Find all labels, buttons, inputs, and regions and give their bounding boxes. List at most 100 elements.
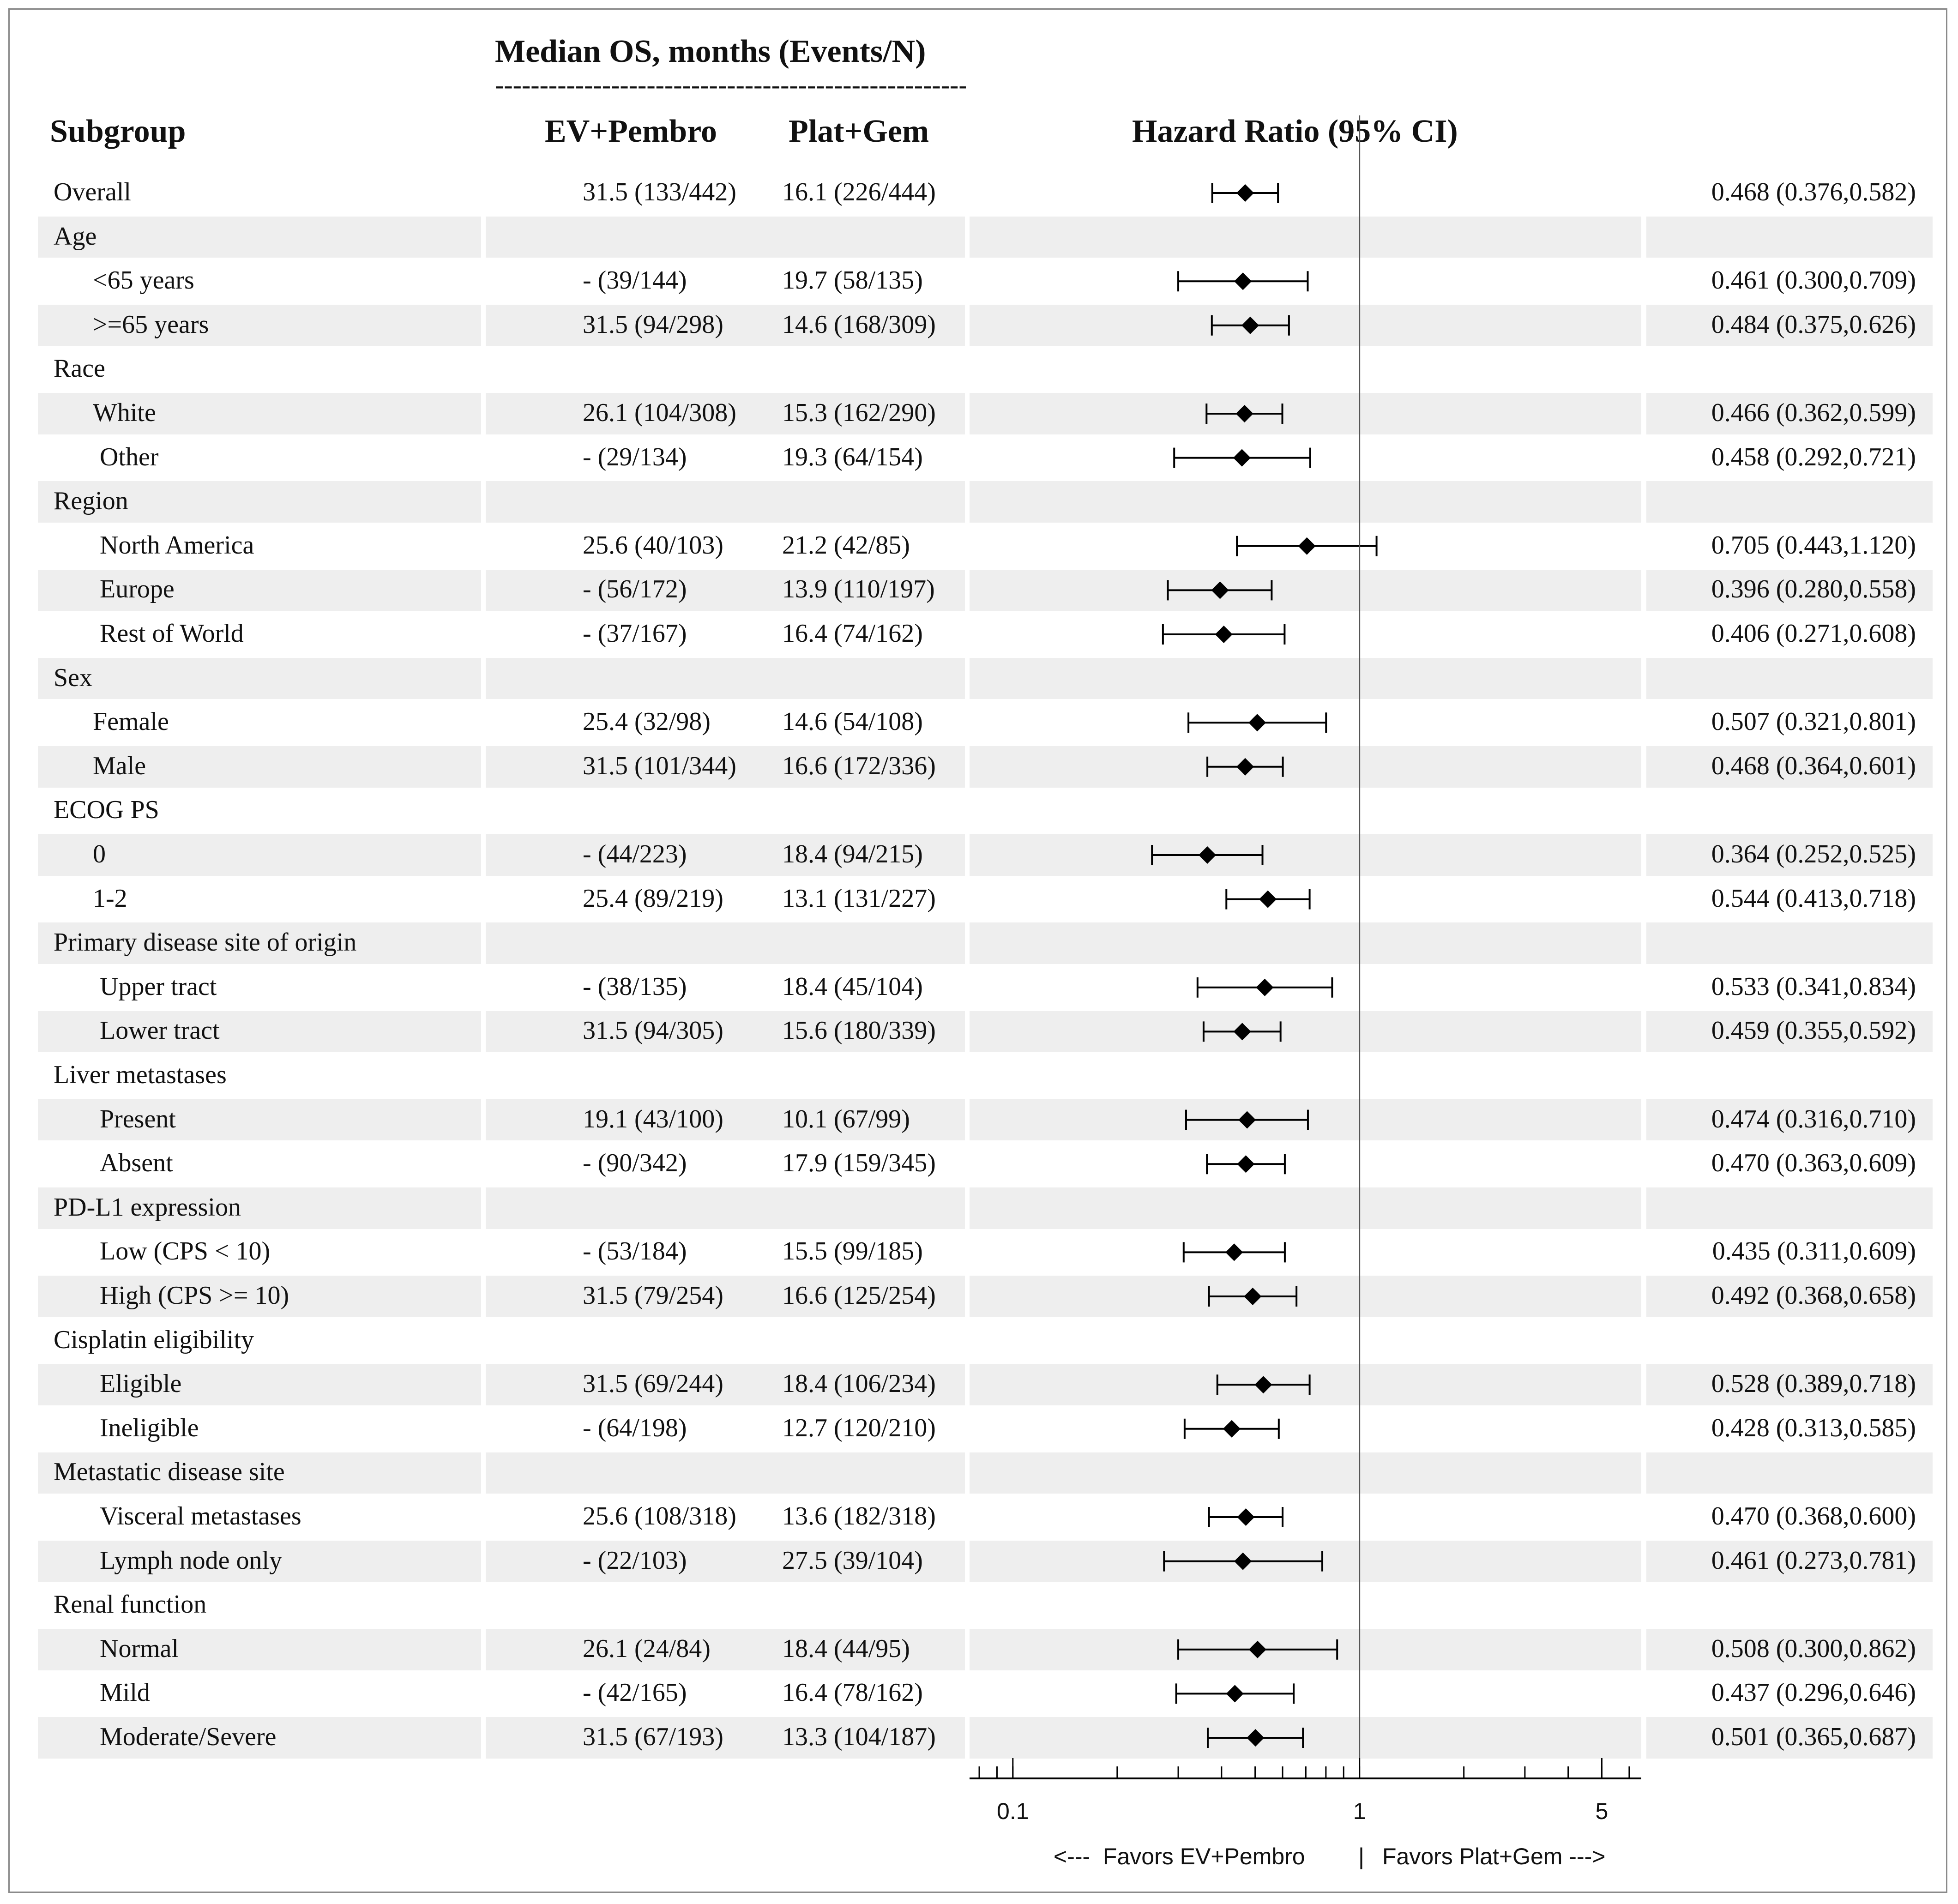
row-band bbox=[1646, 393, 1933, 434]
row-band bbox=[1646, 1629, 1933, 1670]
hazard-ratio-ci-text: 0.508 (0.300,0.862) bbox=[1711, 1634, 1916, 1663]
ev-pembro-median-os: 31.5 (69/244) bbox=[583, 1369, 723, 1398]
hazard-ratio-ci-text: 0.474 (0.316,0.710) bbox=[1711, 1104, 1916, 1133]
hazard-ratio-point bbox=[1244, 1288, 1262, 1305]
hazard-ratio-ci-text: 0.466 (0.362,0.599) bbox=[1711, 398, 1916, 427]
subgroup-label: White bbox=[93, 398, 156, 427]
subgroup-label: Europe bbox=[100, 575, 175, 604]
row-band bbox=[486, 1540, 965, 1582]
hazard-ratio-point bbox=[1211, 581, 1229, 599]
ci-marker bbox=[1163, 1551, 1324, 1572]
plat-gem-median-os: 18.4 (44/95) bbox=[782, 1634, 910, 1663]
plat-gem-median-os: 16.4 (74/162) bbox=[782, 619, 923, 648]
ev-pembro-median-os: 25.4 (89/219) bbox=[583, 884, 723, 913]
ci-marker bbox=[1216, 1374, 1311, 1395]
plat-gem-median-os: 13.9 (110/197) bbox=[782, 575, 935, 604]
row-band bbox=[1646, 1187, 1933, 1229]
row-band bbox=[1646, 1717, 1933, 1759]
subgroup-label: Absent bbox=[100, 1149, 173, 1178]
subgroup-label: Lower tract bbox=[100, 1016, 220, 1045]
row-band bbox=[970, 481, 1641, 523]
hazard-ratio-point bbox=[1298, 537, 1316, 555]
row-band bbox=[38, 1187, 481, 1229]
ci-marker bbox=[1185, 1109, 1309, 1130]
ev-pembro-median-os: 25.6 (108/318) bbox=[583, 1502, 736, 1530]
row-band bbox=[486, 834, 965, 876]
plat-gem-median-os: 14.6 (54/108) bbox=[782, 707, 923, 736]
row-band bbox=[1646, 1099, 1933, 1141]
hazard-ratio-point bbox=[1254, 1376, 1272, 1394]
hazard-ratio-point bbox=[1215, 626, 1233, 643]
row-band bbox=[38, 746, 481, 788]
ev-pembro-median-os: 31.5 (101/344) bbox=[583, 751, 736, 780]
subgroup-category-label: Liver metastases bbox=[54, 1060, 227, 1089]
row-band bbox=[970, 1187, 1641, 1229]
ci-marker bbox=[1208, 1286, 1298, 1307]
row-band bbox=[1646, 1011, 1933, 1053]
ci-marker bbox=[1177, 1639, 1338, 1660]
row-band bbox=[38, 834, 481, 876]
row-band bbox=[486, 1099, 965, 1141]
ci-marker bbox=[1183, 1418, 1280, 1439]
row-band bbox=[486, 922, 965, 964]
row-band bbox=[970, 746, 1641, 788]
row-band bbox=[486, 1187, 965, 1229]
row-band bbox=[486, 746, 965, 788]
row-band bbox=[1646, 1364, 1933, 1405]
x-axis-tick-label: 0.1 bbox=[997, 1798, 1029, 1824]
row-band bbox=[38, 657, 481, 699]
subgroup-category-label: Metastatic disease site bbox=[54, 1458, 285, 1487]
subgroup-label: Lymph node only bbox=[100, 1546, 283, 1575]
plat-gem-median-os: 18.4 (94/215) bbox=[782, 840, 923, 868]
subgroup-category-label: Cisplatin eligibility bbox=[54, 1325, 254, 1354]
row-band bbox=[486, 1011, 965, 1053]
ev-pembro-median-os: - (37/167) bbox=[583, 619, 687, 648]
row-band bbox=[970, 1717, 1641, 1759]
row-band bbox=[38, 393, 481, 434]
row-band bbox=[486, 1276, 965, 1317]
hazard-ratio-point bbox=[1248, 1640, 1266, 1658]
ev-pembro-median-os: 31.5 (94/298) bbox=[583, 310, 723, 339]
row-band bbox=[38, 216, 481, 258]
plat-gem-median-os: 16.4 (78/162) bbox=[782, 1678, 923, 1707]
subgroup-label: Mild bbox=[100, 1678, 150, 1707]
ci-marker bbox=[1187, 712, 1327, 733]
row-band bbox=[1646, 834, 1933, 876]
ci-marker bbox=[1175, 1683, 1295, 1704]
ev-pembro-median-os: - (39/144) bbox=[583, 266, 687, 295]
ev-pembro-median-os: - (53/184) bbox=[583, 1237, 687, 1266]
plat-gem-median-os: 15.3 (162/290) bbox=[782, 398, 936, 427]
hazard-ratio-header: Hazard Ratio (95% CI) bbox=[1132, 114, 1458, 149]
ci-marker bbox=[1205, 404, 1283, 424]
plat-gem-median-os: 19.7 (58/135) bbox=[782, 266, 923, 295]
row-band bbox=[486, 481, 965, 523]
ev-pembro-header: EV+Pembro bbox=[545, 114, 717, 149]
subgroup-category-label: Region bbox=[54, 487, 128, 516]
ev-pembro-median-os: - (29/134) bbox=[583, 442, 687, 471]
row-band bbox=[1646, 569, 1933, 611]
row-band bbox=[1646, 657, 1933, 699]
plat-gem-median-os: 16.1 (226/444) bbox=[782, 178, 936, 206]
favors-ev-pembro-label: <--- Favors EV+Pembro bbox=[1054, 1844, 1305, 1869]
hazard-ratio-point bbox=[1241, 316, 1259, 334]
row-band bbox=[970, 1011, 1641, 1053]
row-band bbox=[38, 569, 481, 611]
ci-marker bbox=[1211, 315, 1290, 336]
hazard-ratio-point bbox=[1233, 1023, 1251, 1041]
ev-pembro-median-os: - (38/135) bbox=[583, 972, 687, 1001]
subgroup-category-label: Sex bbox=[54, 663, 92, 692]
hazard-ratio-point bbox=[1237, 1508, 1255, 1526]
subgroup-category-label: PD-L1 expression bbox=[54, 1193, 241, 1222]
median-os-title: Median OS, months (Events/N) bbox=[495, 34, 926, 69]
ci-marker bbox=[1236, 536, 1378, 556]
subgroup-label: >=65 years bbox=[93, 310, 209, 339]
ci-marker bbox=[1177, 271, 1309, 292]
subgroup-label: Normal bbox=[100, 1634, 179, 1663]
hazard-ratio-point bbox=[1223, 1420, 1241, 1438]
plat-gem-header: Plat+Gem bbox=[789, 114, 929, 149]
ev-pembro-median-os: - (64/198) bbox=[583, 1413, 687, 1442]
subgroup-label: Overall bbox=[54, 178, 131, 206]
plat-gem-median-os: 13.1 (131/227) bbox=[782, 884, 936, 913]
ev-pembro-median-os: - (22/103) bbox=[583, 1546, 687, 1575]
